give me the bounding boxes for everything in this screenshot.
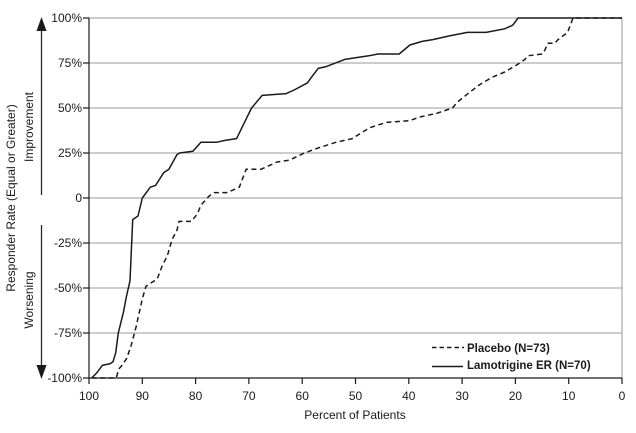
y-tick-label: -50%: [54, 281, 82, 295]
y-axis-title: Responder Rate (Equal or Greater): [4, 104, 18, 291]
improvement-label: Improvement: [22, 91, 36, 162]
worsening-arrow: [36, 225, 47, 379]
x-tick-label: 0: [619, 389, 626, 403]
x-tick-label: 40: [402, 389, 416, 403]
y-tick-label: -75%: [54, 326, 82, 340]
x-tick-label: 90: [136, 389, 150, 403]
y-tick-label: 0: [75, 191, 82, 205]
x-tick-label: 100: [79, 389, 99, 403]
x-tick-label: 60: [296, 389, 310, 403]
x-axis-title: Percent of Patients: [304, 408, 405, 422]
y-tick-label: -100%: [47, 371, 82, 385]
series-lamotrigine-line: [91, 17, 622, 379]
x-tick-label: 20: [509, 389, 523, 403]
x-axis-labels: 100 90 80 70 60 50 40 30 20 10 0: [79, 389, 626, 403]
series-placebo-line: [91, 17, 622, 379]
improvement-arrow: [36, 17, 47, 195]
y-axis-ticks: [83, 17, 89, 379]
legend: Placebo (N=73) Lamotrigine ER (N=70): [432, 343, 591, 372]
y-tick-label: -25%: [54, 236, 82, 250]
y-tick-label: 50%: [58, 101, 82, 115]
x-tick-label: 80: [189, 389, 203, 403]
y-tick-label: 25%: [58, 146, 82, 160]
x-tick-label: 10: [562, 389, 576, 403]
gridlines: [89, 17, 623, 378]
y-axis-labels: 100% 75% 50% 25% 0 -25% -50% -75% -100%: [47, 11, 82, 385]
x-tick-label: 30: [455, 389, 469, 403]
x-tick-label: 70: [242, 389, 256, 403]
y-tick-label: 100%: [51, 11, 82, 25]
x-tick-label: 50: [349, 389, 363, 403]
worsening-label: Worsening: [22, 271, 36, 328]
legend-label-placebo: Placebo (N=73): [467, 343, 550, 355]
legend-label-lamotrigine: Lamotrigine ER (N=70): [467, 360, 591, 372]
x-axis-ticks: [88, 378, 623, 384]
y-tick-label: 75%: [58, 56, 82, 70]
